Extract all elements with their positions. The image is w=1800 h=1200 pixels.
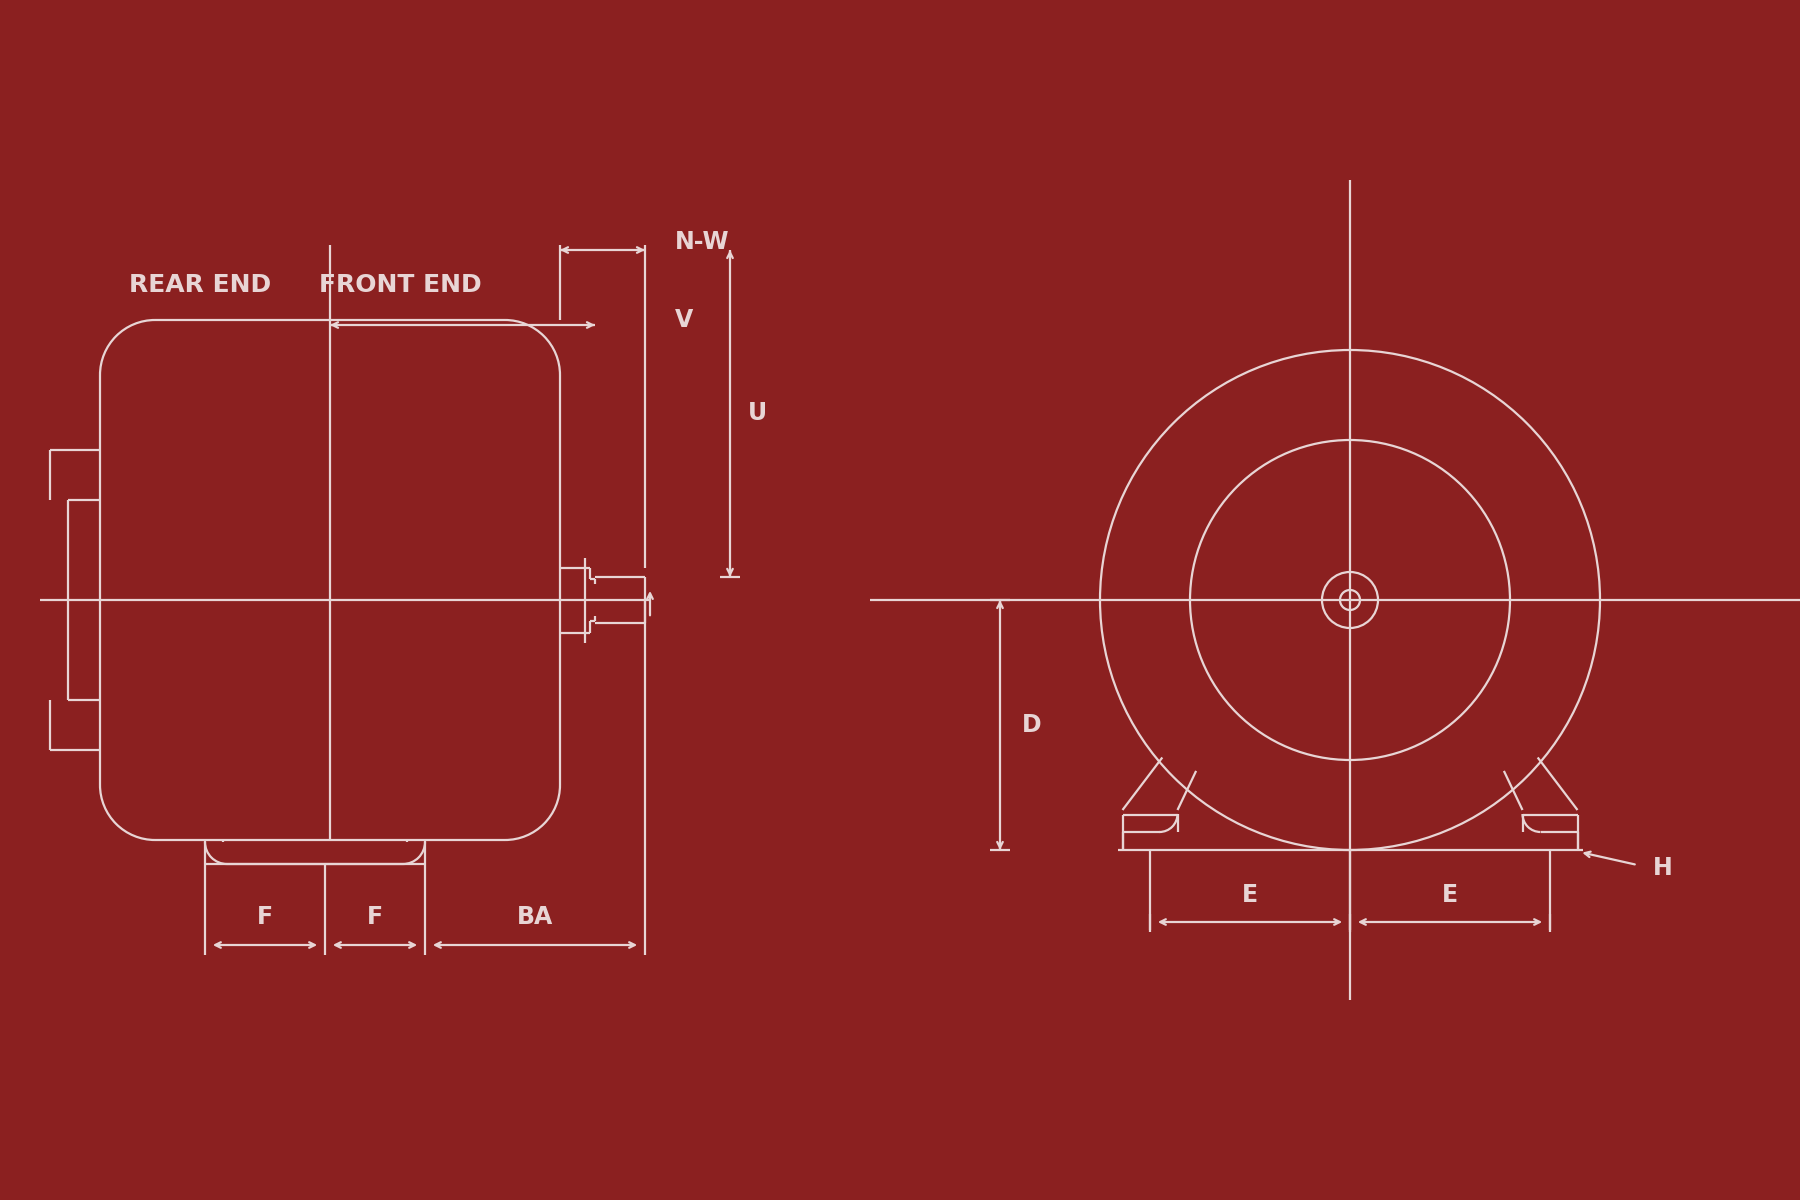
Text: E: E — [1442, 883, 1458, 907]
Text: F: F — [257, 905, 274, 929]
Text: E: E — [1242, 883, 1258, 907]
Text: U: U — [749, 402, 767, 426]
Text: V: V — [675, 308, 693, 332]
Text: BA: BA — [517, 905, 553, 929]
Text: REAR END: REAR END — [130, 272, 272, 296]
Text: FRONT END: FRONT END — [319, 272, 481, 296]
Text: N-W: N-W — [675, 230, 729, 254]
Text: D: D — [1022, 713, 1042, 737]
Text: H: H — [1652, 856, 1672, 880]
Text: F: F — [367, 905, 383, 929]
